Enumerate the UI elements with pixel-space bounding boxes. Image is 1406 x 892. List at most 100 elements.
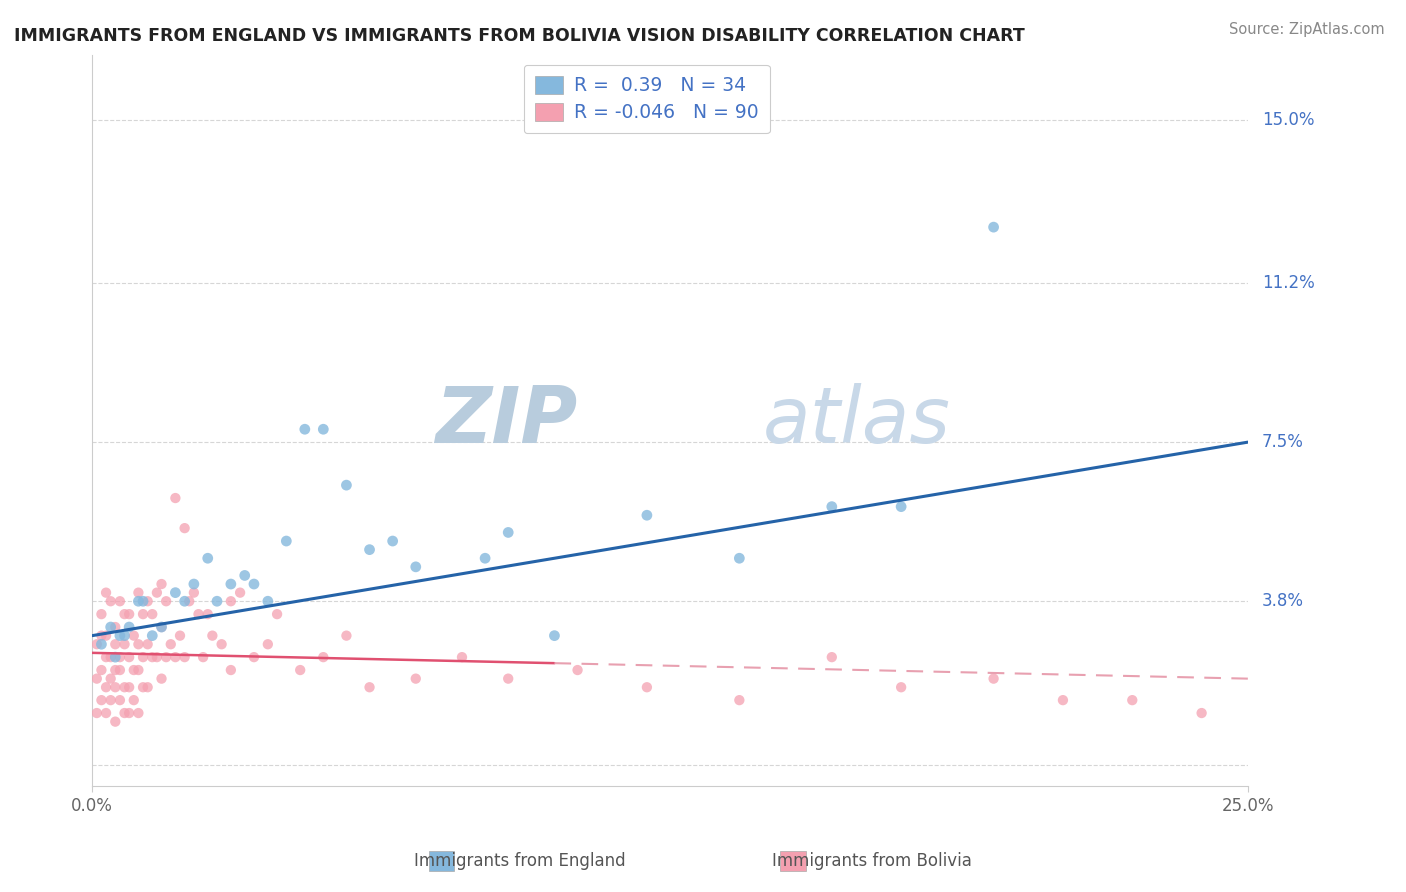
- Point: [243, 650, 266, 665]
- Point: [496, 672, 519, 686]
- Point: [90, 663, 112, 677]
- Point: [136, 594, 159, 608]
- Point: [821, 650, 844, 665]
- Point: [636, 508, 658, 523]
- Point: [104, 714, 127, 729]
- Point: [90, 637, 112, 651]
- Point: [127, 637, 149, 651]
- Text: IMMIGRANTS FROM ENGLAND VS IMMIGRANTS FROM BOLIVIA VISION DISABILITY CORRELATION: IMMIGRANTS FROM ENGLAND VS IMMIGRANTS FR…: [14, 27, 1025, 45]
- Point: [122, 629, 145, 643]
- Point: [100, 620, 122, 634]
- Point: [266, 607, 288, 622]
- Point: [191, 650, 214, 665]
- Point: [146, 585, 169, 599]
- Point: [90, 693, 112, 707]
- Point: [543, 629, 565, 643]
- Point: [728, 551, 751, 566]
- Point: [94, 629, 117, 643]
- Point: [132, 607, 155, 622]
- Text: Immigrants from England: Immigrants from England: [415, 852, 626, 870]
- Point: [165, 585, 187, 599]
- Point: [187, 607, 209, 622]
- Point: [141, 607, 163, 622]
- Point: [165, 650, 187, 665]
- Point: [335, 629, 357, 643]
- Point: [165, 491, 187, 505]
- Point: [122, 663, 145, 677]
- Point: [127, 594, 149, 608]
- Point: [359, 542, 381, 557]
- Point: [183, 585, 205, 599]
- Point: [197, 551, 219, 566]
- Point: [183, 577, 205, 591]
- Point: [136, 680, 159, 694]
- Point: [94, 585, 117, 599]
- Point: [141, 629, 163, 643]
- Text: 15.0%: 15.0%: [1261, 111, 1315, 128]
- Point: [114, 629, 136, 643]
- Point: [335, 478, 357, 492]
- Point: [567, 663, 589, 677]
- Point: [108, 693, 131, 707]
- Point: [229, 585, 252, 599]
- Point: [150, 577, 173, 591]
- Point: [127, 706, 149, 720]
- Point: [90, 629, 112, 643]
- Point: [211, 637, 233, 651]
- Point: [173, 521, 195, 535]
- Point: [118, 680, 141, 694]
- Point: [132, 594, 155, 608]
- Point: [118, 607, 141, 622]
- Point: [219, 663, 242, 677]
- Point: [381, 534, 404, 549]
- Point: [728, 693, 751, 707]
- Point: [150, 620, 173, 634]
- Point: [108, 650, 131, 665]
- Text: ZIP: ZIP: [436, 383, 578, 458]
- Point: [136, 637, 159, 651]
- Point: [173, 650, 195, 665]
- Point: [205, 594, 228, 608]
- Point: [108, 594, 131, 608]
- Point: [169, 629, 191, 643]
- Point: [256, 594, 278, 608]
- Text: Source: ZipAtlas.com: Source: ZipAtlas.com: [1229, 22, 1385, 37]
- Point: [127, 585, 149, 599]
- Point: [118, 706, 141, 720]
- Point: [104, 663, 127, 677]
- Text: 3.8%: 3.8%: [1261, 592, 1303, 610]
- Point: [114, 607, 136, 622]
- Point: [256, 637, 278, 651]
- Point: [179, 594, 201, 608]
- Point: [104, 680, 127, 694]
- Point: [312, 650, 335, 665]
- Point: [243, 577, 266, 591]
- Point: [114, 706, 136, 720]
- Point: [108, 663, 131, 677]
- Point: [405, 672, 427, 686]
- Point: [141, 650, 163, 665]
- Point: [104, 637, 127, 651]
- Point: [132, 680, 155, 694]
- Point: [108, 629, 131, 643]
- Point: [1121, 693, 1143, 707]
- Point: [890, 500, 912, 514]
- Point: [114, 637, 136, 651]
- Point: [636, 680, 658, 694]
- Point: [90, 607, 112, 622]
- Point: [100, 693, 122, 707]
- Point: [122, 693, 145, 707]
- Point: [201, 629, 224, 643]
- Point: [100, 672, 122, 686]
- Point: [474, 551, 496, 566]
- Point: [155, 594, 177, 608]
- Point: [118, 620, 141, 634]
- Point: [219, 594, 242, 608]
- Point: [127, 663, 149, 677]
- Point: [86, 672, 108, 686]
- Point: [150, 620, 173, 634]
- Point: [1052, 693, 1074, 707]
- Point: [983, 672, 1005, 686]
- Point: [146, 650, 169, 665]
- Point: [94, 680, 117, 694]
